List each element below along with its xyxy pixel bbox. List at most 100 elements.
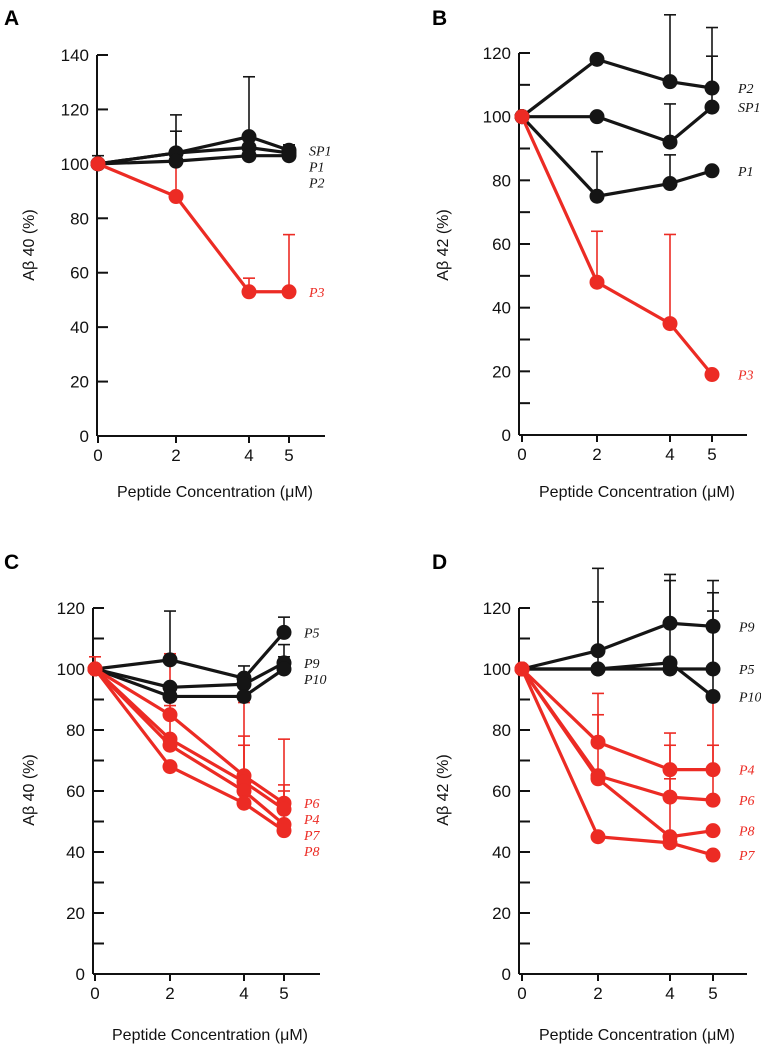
data-point-p9 [705,618,721,634]
y-tick-label: 100 [57,660,85,679]
y-tick-label: 120 [483,599,511,618]
x-tick-label: 4 [239,984,248,1003]
series-line-p2 [521,57,713,118]
x-tick-label: 2 [171,446,180,465]
data-point-p10 [590,661,606,677]
data-point-p3 [241,284,257,300]
data-point-p8 [162,759,178,775]
x-tick-label: 5 [284,446,293,465]
y-axis-title: Aβ 40 (%) [21,754,38,825]
data-point-p4 [590,734,606,750]
y-tick-label: 40 [492,843,511,862]
x-tick-label: 0 [90,984,99,1003]
x-tick-label: 5 [279,984,288,1003]
data-point-p7 [590,829,606,845]
data-point-sp1 [704,99,720,115]
data-point-p3 [704,367,720,383]
data-point-p5 [276,624,292,640]
y-tick-label: 80 [492,171,511,190]
panel-letter: C [4,551,19,574]
series-label: P3 [308,286,325,301]
series-label: P2 [737,82,754,97]
y-tick-label: 100 [483,660,511,679]
y-tick-label: 80 [66,721,85,740]
y-tick-label: 80 [70,209,89,228]
x-axis-title: Peptide Concentration (μM) [539,484,735,501]
data-point-p8 [236,795,252,811]
series-line-sp1 [522,105,714,144]
data-point-p9 [662,615,678,631]
y-tick-label: 20 [492,904,511,923]
x-tick-label: 2 [165,984,174,1003]
x-tick-label: 4 [244,446,253,465]
x-axis-title: Peptide Concentration (μM) [112,1027,308,1044]
series-label: P6 [303,797,320,812]
data-point-p9 [590,643,606,659]
series-label: P9 [738,620,755,635]
data-point-p3 [90,156,106,172]
series-label: SP1 [309,144,332,159]
series-line-p6 [94,667,285,805]
data-point-p7 [662,835,678,851]
panel-letter: B [432,7,447,30]
series-label: P5 [303,626,320,641]
data-point-p9 [236,676,252,692]
data-point-p6 [705,792,721,808]
x-tick-label: 5 [707,445,716,464]
series-line-p2 [97,154,289,166]
y-tick-label: 0 [502,426,511,445]
data-point-p3 [589,274,605,290]
data-point-p3 [281,284,297,300]
x-axis-title: Peptide Concentration (μM) [117,484,313,501]
y-tick-label: 100 [483,108,511,127]
data-point-p8 [705,823,721,839]
series-label: P2 [308,176,325,191]
y-tick-label: 60 [492,782,511,801]
series-label: P7 [303,829,321,844]
data-point-sp1 [241,129,257,145]
y-tick-label: 60 [66,782,85,801]
series-label: P1 [308,160,325,175]
y-tick-label: 0 [80,427,89,446]
series-line-p10 [94,667,285,699]
series-label: P3 [737,369,754,384]
x-tick-label: 4 [665,445,674,464]
series-label: P4 [303,813,320,828]
data-point-p5 [162,652,178,668]
data-point-p10 [705,688,721,704]
series-line-p1 [520,115,713,198]
series-label: P6 [738,794,755,809]
data-point-p1 [589,188,605,204]
data-point-p3 [662,316,678,332]
data-point-p10 [276,661,292,677]
series-line-p7 [520,668,714,857]
y-tick-label: 60 [492,235,511,254]
panel-b: B 0 20 40 60 80 100 120 0 2 4 5 Peptide Concentratio… [432,7,761,501]
data-point-p10 [162,688,178,704]
y-tick-label: 20 [492,362,511,381]
data-point-p2 [241,148,257,164]
y-axis-title: Aβ 40 (%) [21,209,38,280]
series-line-p7 [93,667,286,826]
y-tick-label: 80 [492,721,511,740]
series-line-p3 [97,162,289,294]
series-line-p4 [93,667,285,811]
panel-d: D 0 20 40 60 80 100 120 0 2 4 5 Peptide Concentratio… [432,551,761,1044]
series-label: P4 [738,764,755,779]
series-line-p8 [93,668,285,832]
data-point-p6 [162,707,178,723]
series-line-p10 [522,661,714,698]
series-label: P10 [738,690,761,705]
y-tick-label: 60 [70,264,89,283]
panel-letter: D [432,551,447,574]
y-tick-label: 120 [57,599,85,618]
data-point-sp1 [589,109,605,125]
x-tick-label: 2 [593,984,602,1003]
data-point-p6 [662,789,678,805]
y-tick-label: 100 [61,155,89,174]
data-point-p7 [514,661,530,677]
panel-a: A 0 20 40 60 80 100 120 140 0 2 4 5 Peptide Concentra… [4,7,332,501]
data-point-p7 [236,783,252,799]
data-point-p8 [276,823,292,839]
data-point-p7 [705,847,721,863]
